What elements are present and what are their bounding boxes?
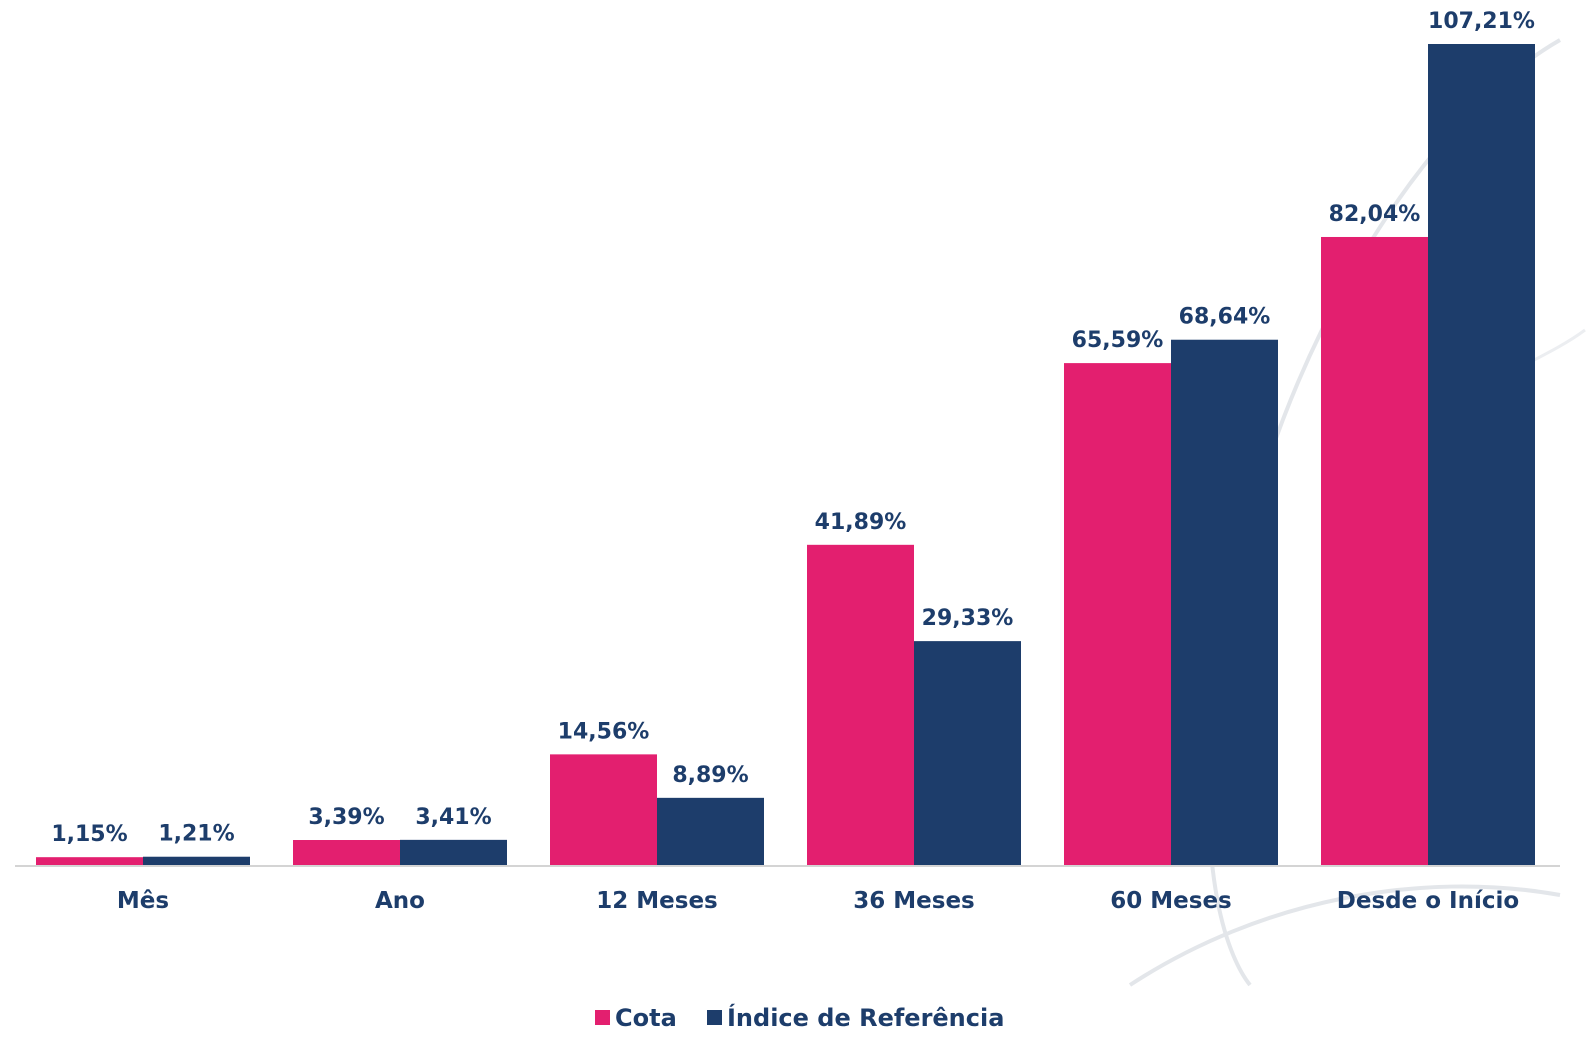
bar-indice-de-referencia-desde-o-inicio <box>1428 44 1535 866</box>
bar-indice-de-referencia-mes <box>143 856 250 866</box>
bars-layer <box>36 44 1535 867</box>
labels-layer: 1,15% 1,21% Mês 3,39% 3,41% Ano 14,56% 8,89% 12 … <box>51 9 1535 914</box>
category-label-mes: Mês <box>117 888 169 914</box>
bar-cota-ano <box>293 840 400 866</box>
data-label-indice-de-referencia-mes: 1,21% <box>158 822 234 847</box>
bar-indice-de-referencia-60-meses <box>1171 339 1278 866</box>
legend-swatch-cota <box>595 1010 610 1025</box>
bar-indice-de-referencia-12-meses <box>657 797 764 866</box>
bar-cota-12-meses <box>550 754 657 866</box>
category-label-36-meses: 36 Meses <box>853 888 974 914</box>
data-label-cota-12-meses: 14,56% <box>558 719 650 744</box>
bar-cota-36-meses <box>807 544 914 866</box>
category-label-desde-o-inicio: Desde o Início <box>1337 888 1519 914</box>
data-label-indice-de-referencia-60-meses: 68,64% <box>1179 305 1271 330</box>
bar-cota-60-meses <box>1064 363 1171 866</box>
data-label-cota-ano: 3,39% <box>308 805 384 830</box>
bar-indice-de-referencia-ano <box>400 839 507 866</box>
legend-label-cota: Cota <box>615 1004 677 1032</box>
bar-cota-mes <box>36 857 143 866</box>
data-label-indice-de-referencia-ano: 3,41% <box>415 805 491 830</box>
data-label-cota-desde-o-inicio: 82,04% <box>1329 202 1421 227</box>
data-label-cota-60-meses: 65,59% <box>1072 328 1164 353</box>
data-label-indice-de-referencia-12-meses: 8,89% <box>672 763 748 788</box>
bar-indice-de-referencia-36-meses <box>914 641 1021 866</box>
legend-swatch-indice-de-referencia <box>707 1010 722 1025</box>
data-label-cota-36-meses: 41,89% <box>815 510 907 535</box>
data-label-indice-de-referencia-36-meses: 29,33% <box>922 606 1014 631</box>
category-label-60-meses: 60 Meses <box>1110 888 1231 914</box>
category-label-ano: Ano <box>375 888 425 914</box>
data-label-indice-de-referencia-desde-o-inicio: 107,21% <box>1428 9 1535 34</box>
data-label-cota-mes: 1,15% <box>51 822 127 847</box>
category-label-12-meses: 12 Meses <box>596 888 717 914</box>
legend: Cota Índice de Referência <box>595 1003 1004 1032</box>
bar-cota-desde-o-inicio <box>1321 236 1428 867</box>
legend-label-indice-de-referencia: Índice de Referência <box>727 1003 1004 1032</box>
